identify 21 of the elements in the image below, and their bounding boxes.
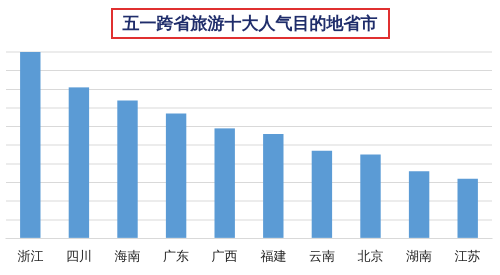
bar — [457, 178, 478, 238]
x-tick-label: 北京 — [358, 250, 384, 265]
x-tick-label: 广西 — [212, 250, 238, 265]
bar — [360, 154, 381, 238]
bar — [117, 100, 138, 238]
x-tick-label: 福建 — [260, 250, 286, 265]
bar — [68, 87, 90, 238]
x-tick-label: 海南 — [114, 250, 140, 265]
bar — [263, 134, 284, 238]
x-tick-label: 浙江 — [17, 250, 44, 265]
bar — [312, 150, 332, 238]
x-tick-label: 湖南 — [406, 250, 432, 265]
chart-title: 五一跨省旅游十大人气目的地省市 — [110, 8, 390, 39]
bar — [20, 52, 41, 238]
bar — [408, 171, 430, 238]
x-tick-label: 四川 — [66, 250, 92, 265]
x-tick-label: 云南 — [308, 250, 335, 265]
bar — [214, 128, 235, 238]
x-tick-label: 广东 — [163, 250, 190, 265]
x-tick-label: 江苏 — [454, 250, 481, 265]
bar — [166, 114, 186, 238]
